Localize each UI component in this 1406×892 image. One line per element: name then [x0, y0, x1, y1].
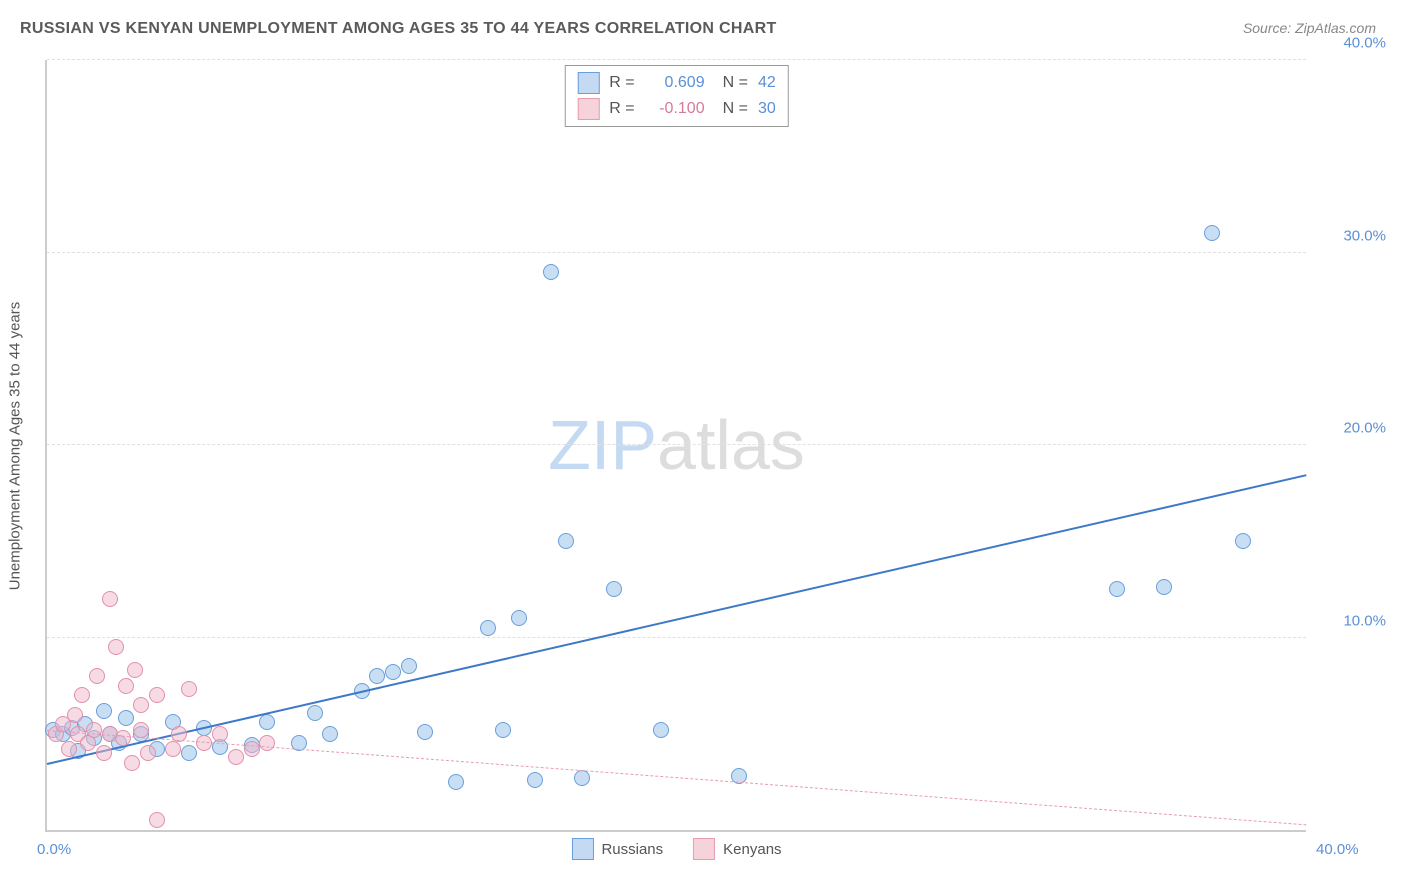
scatter-point	[244, 741, 260, 757]
scatter-point	[165, 741, 181, 757]
scatter-point	[259, 714, 275, 730]
scatter-point	[118, 678, 134, 694]
scatter-point	[1235, 533, 1251, 549]
y-tick-label: 10.0%	[1316, 612, 1386, 629]
r-value: 0.609	[645, 74, 705, 92]
y-axis-label: Unemployment Among Ages 35 to 44 years	[7, 302, 24, 591]
scatter-point	[1204, 225, 1220, 241]
r-label: R =	[609, 74, 634, 92]
r-label: R =	[609, 100, 634, 118]
y-tick-label: 30.0%	[1316, 227, 1386, 244]
scatter-point	[1156, 579, 1172, 595]
gridline	[47, 444, 1306, 445]
scatter-point	[133, 722, 149, 738]
scatter-point	[127, 662, 143, 678]
gridline	[47, 59, 1306, 60]
n-value: 42	[758, 74, 776, 92]
scatter-point	[369, 668, 385, 684]
correlation-legend-row: R = -0.100 N = 30	[577, 96, 775, 122]
plot-region: ZIPatlas R =0.609N =42R =-0.100N =30 Rus…	[45, 60, 1306, 832]
scatter-point	[140, 745, 156, 761]
scatter-point	[196, 735, 212, 751]
gridline	[47, 252, 1306, 253]
chart-title: RUSSIAN VS KENYAN UNEMPLOYMENT AMONG AGE…	[20, 20, 777, 38]
scatter-point	[181, 681, 197, 697]
scatter-point	[74, 687, 90, 703]
scatter-point	[181, 745, 197, 761]
scatter-point	[495, 722, 511, 738]
scatter-point	[228, 749, 244, 765]
scatter-point	[118, 710, 134, 726]
series-legend-label: Kenyans	[723, 841, 781, 858]
scatter-point	[61, 741, 77, 757]
scatter-point	[448, 774, 464, 790]
watermark-zip: ZIP	[548, 406, 657, 484]
gridline	[47, 637, 1306, 638]
series-legend: Russians Kenyans	[571, 838, 781, 860]
scatter-point	[1109, 581, 1125, 597]
scatter-point	[86, 722, 102, 738]
n-value: 30	[758, 100, 776, 118]
scatter-point	[417, 724, 433, 740]
scatter-point	[606, 581, 622, 597]
scatter-point	[96, 703, 112, 719]
watermark-atlas: atlas	[657, 406, 805, 484]
scatter-point	[149, 687, 165, 703]
watermark: ZIPatlas	[548, 405, 805, 485]
n-label: N =	[723, 100, 748, 118]
scatter-point	[133, 697, 149, 713]
scatter-point	[322, 726, 338, 742]
legend-swatch	[577, 72, 599, 94]
scatter-point	[511, 610, 527, 626]
trend-line	[47, 474, 1306, 765]
series-legend-item: Russians	[571, 838, 663, 860]
scatter-point	[89, 668, 105, 684]
series-legend-item: Kenyans	[693, 838, 781, 860]
series-legend-label: Russians	[601, 841, 663, 858]
y-tick-label: 20.0%	[1316, 420, 1386, 437]
legend-swatch	[577, 98, 599, 120]
scatter-point	[212, 726, 228, 742]
correlation-legend-row: R = 0.609 N = 42	[577, 70, 775, 96]
n-label: N =	[723, 74, 748, 92]
r-value: -0.100	[645, 100, 705, 118]
scatter-point	[115, 730, 131, 746]
scatter-point	[149, 812, 165, 828]
correlation-legend: R = 0.609 N = 42 R = -0.100 N = 30	[564, 65, 788, 127]
scatter-point	[401, 658, 417, 674]
scatter-point	[259, 735, 275, 751]
scatter-point	[96, 745, 112, 761]
legend-swatch	[571, 838, 593, 860]
x-tick-min: 0.0%	[37, 841, 71, 858]
chart-area: Unemployment Among Ages 35 to 44 years Z…	[45, 60, 1306, 832]
scatter-point	[67, 707, 83, 723]
scatter-point	[653, 722, 669, 738]
scatter-point	[527, 772, 543, 788]
trend-line	[47, 730, 1306, 825]
scatter-point	[124, 755, 140, 771]
scatter-point	[558, 533, 574, 549]
scatter-point	[385, 664, 401, 680]
scatter-point	[574, 770, 590, 786]
scatter-point	[108, 639, 124, 655]
legend-swatch	[693, 838, 715, 860]
x-tick-max: 40.0%	[1316, 841, 1396, 858]
scatter-point	[307, 705, 323, 721]
scatter-point	[543, 264, 559, 280]
scatter-point	[102, 591, 118, 607]
scatter-point	[480, 620, 496, 636]
y-tick-label: 40.0%	[1316, 35, 1386, 52]
